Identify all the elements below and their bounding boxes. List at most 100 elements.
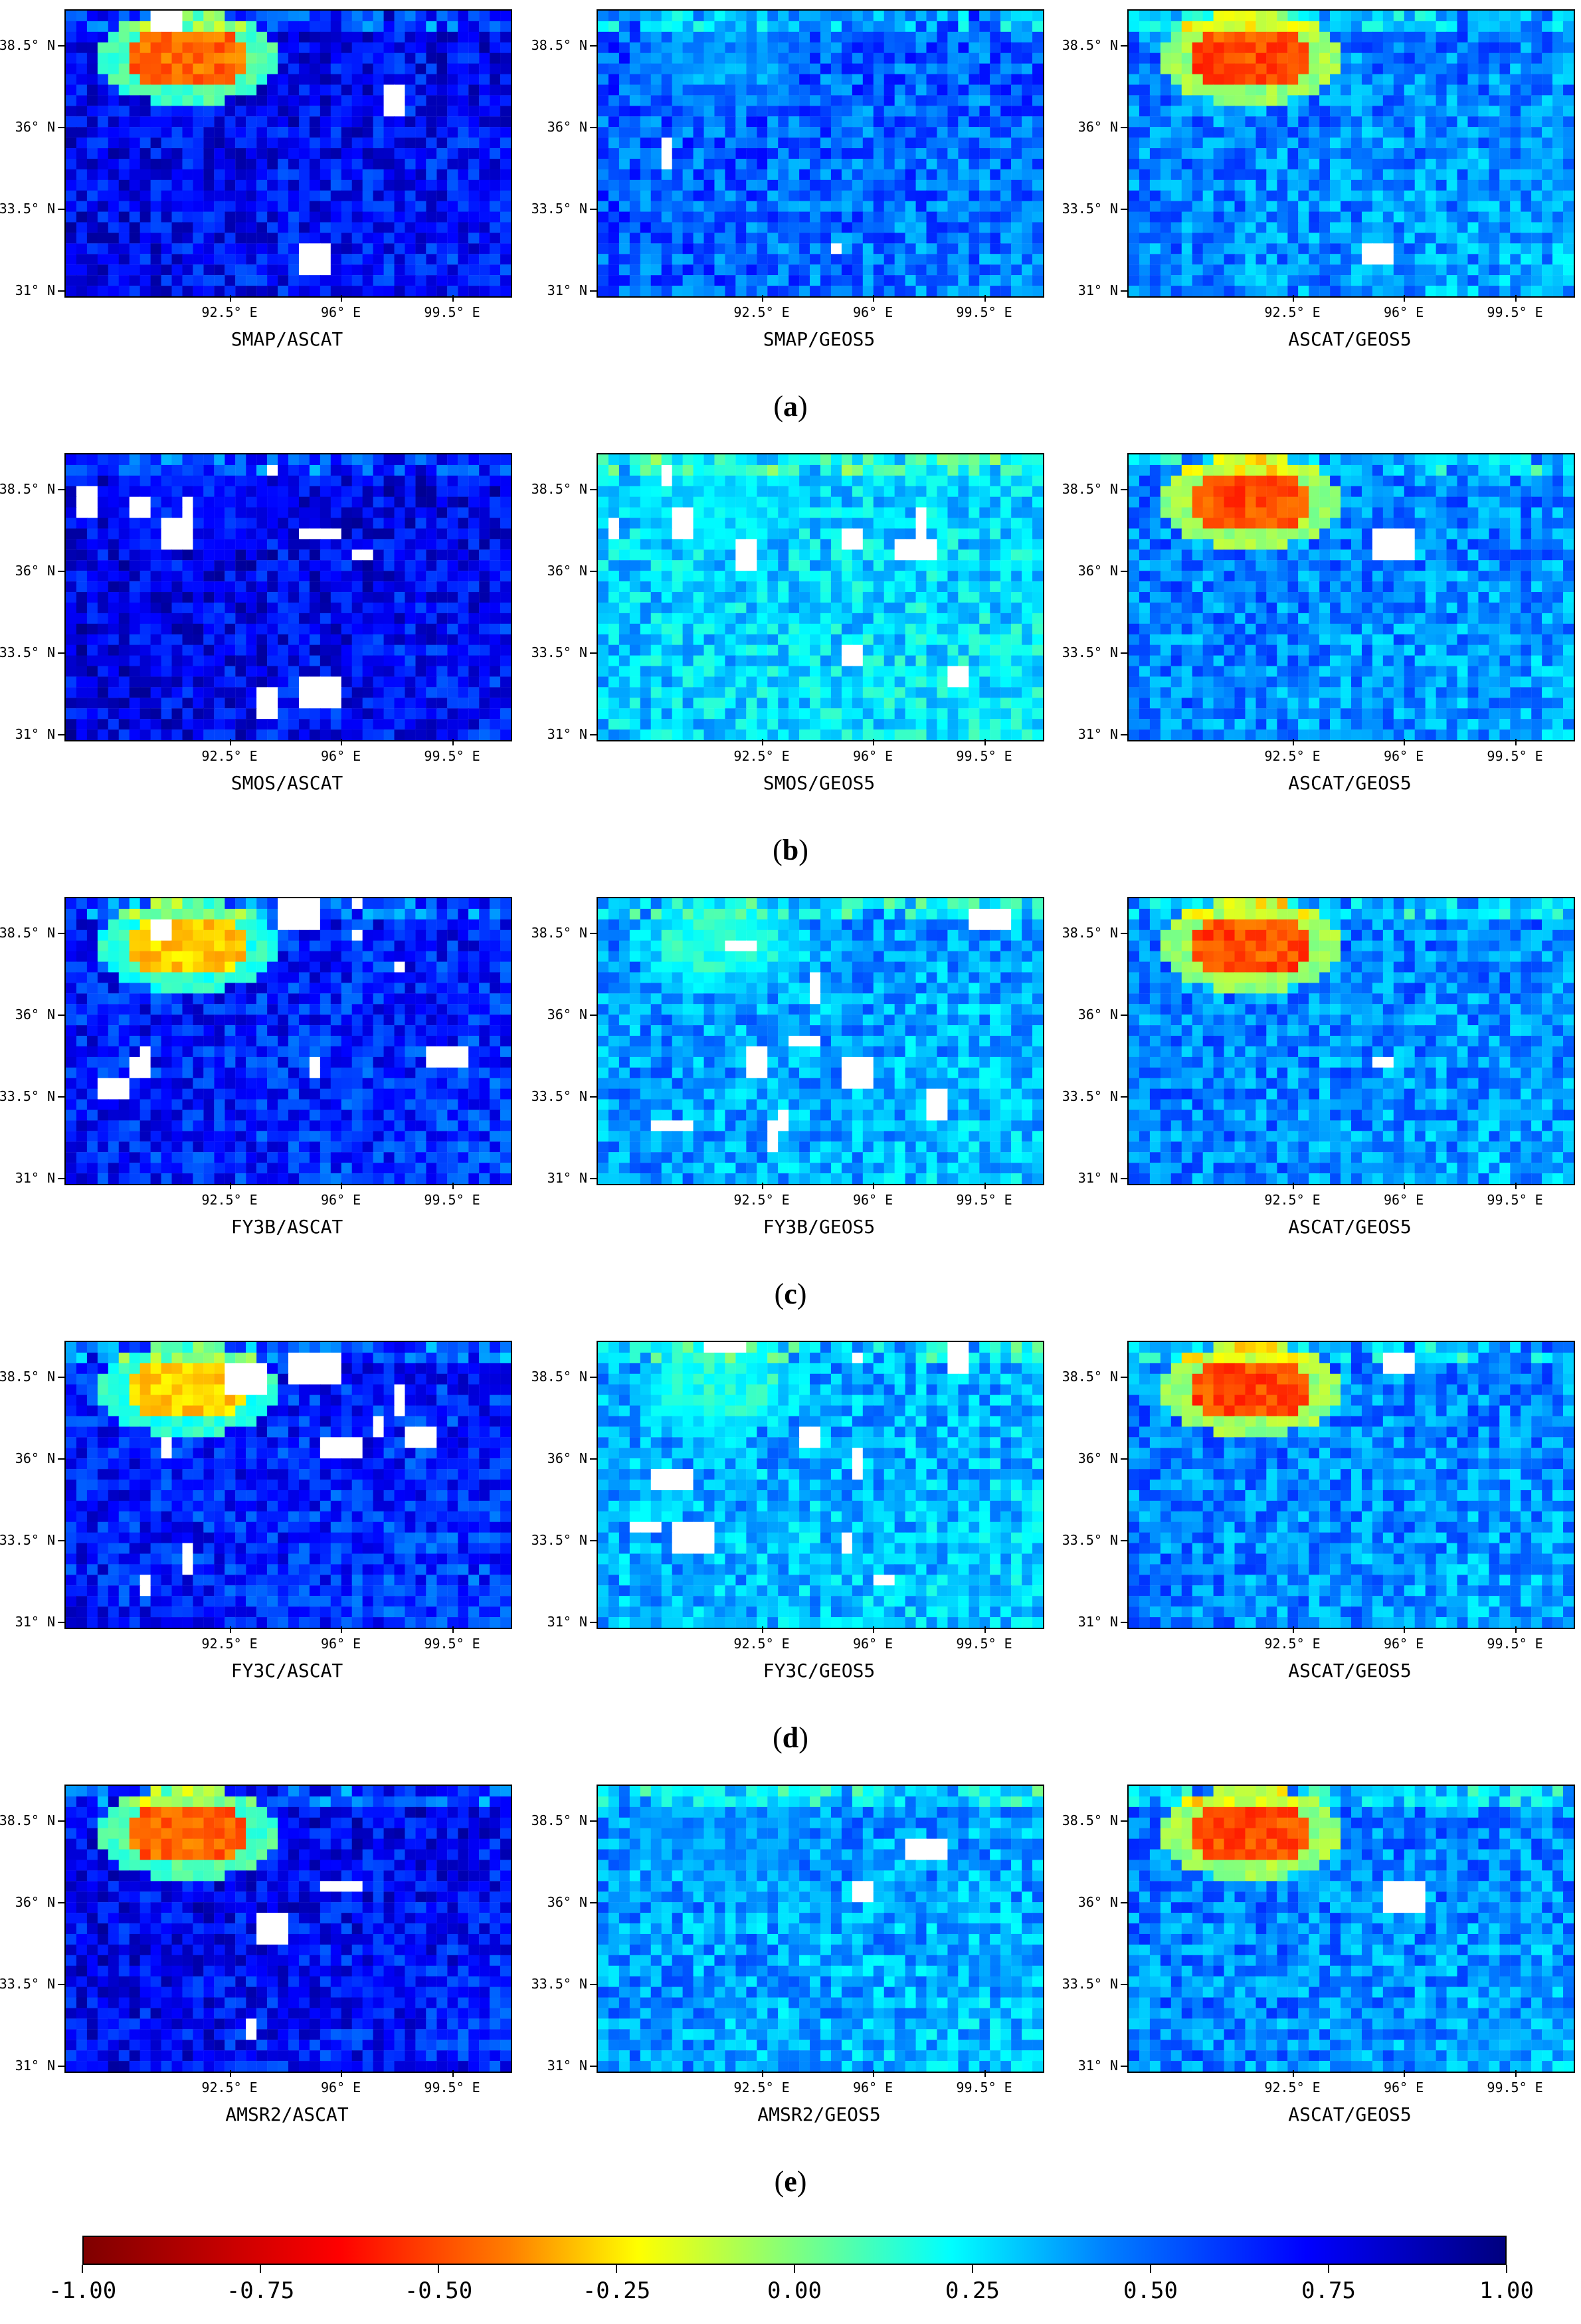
map-panel (597, 897, 1044, 1185)
y-tick-label: 31° N (15, 282, 55, 298)
colorbar-tick-label: -0.25 (582, 2277, 651, 2304)
y-tick (1121, 1096, 1127, 1098)
y-tick (1121, 1377, 1127, 1379)
map-panel (597, 453, 1044, 741)
colorbar (82, 2236, 1507, 2265)
y-tick (58, 570, 64, 572)
y-tick-label: 38.5° N (1062, 481, 1118, 498)
x-tick-label: 92.5° E (201, 1636, 258, 1652)
y-tick (1121, 570, 1127, 572)
x-tick-label: 92.5° E (733, 748, 790, 764)
x-tick (341, 295, 343, 302)
x-tick-label: 96° E (1383, 748, 1424, 764)
x-tick (229, 1183, 231, 1189)
y-tick-label: 33.5° N (1062, 1975, 1118, 1992)
y-tick (58, 1621, 64, 1623)
x-tick-label: 99.5° E (424, 304, 480, 320)
y-tick-label: 36° N (1077, 1006, 1118, 1022)
y-tick (590, 208, 597, 210)
map-panel (64, 1785, 512, 2073)
x-tick-label: 92.5° E (733, 1192, 790, 1208)
row-label: (a) (773, 390, 808, 423)
y-tick (590, 1621, 597, 1623)
y-tick (590, 1901, 597, 1903)
y-tick (58, 489, 64, 491)
y-tick-label: 38.5° N (531, 1812, 587, 1829)
map-panel (1127, 897, 1575, 1185)
x-tick (1292, 1626, 1294, 1633)
y-tick (590, 1983, 597, 1985)
x-tick-label: 96° E (320, 1636, 361, 1652)
x-tick (229, 739, 231, 745)
y-tick-label: 33.5° N (0, 1088, 55, 1104)
y-tick (590, 570, 597, 572)
y-tick (58, 2065, 64, 2067)
x-tick (873, 2070, 875, 2077)
x-tick-label: 99.5° E (1487, 2080, 1543, 2095)
y-tick-label: 36° N (547, 1450, 587, 1466)
x-tick (1404, 739, 1406, 745)
y-tick (590, 652, 597, 654)
x-tick (452, 1626, 454, 1633)
y-tick (590, 1177, 597, 1179)
y-tick (590, 733, 597, 735)
x-tick-label: 96° E (320, 304, 361, 320)
x-tick-label: 99.5° E (956, 2080, 1012, 2095)
x-tick-label: 96° E (320, 1192, 361, 1208)
y-tick (1121, 652, 1127, 654)
x-tick (984, 739, 986, 745)
colorbar-tick-label: -1.00 (48, 2277, 117, 2304)
y-tick (1121, 489, 1127, 491)
y-tick-label: 33.5° N (531, 200, 587, 217)
y-tick-label: 33.5° N (1062, 200, 1118, 217)
panel-title: ASCAT/GEOS5 (1288, 1216, 1412, 1238)
x-tick (229, 295, 231, 302)
y-tick (590, 290, 597, 292)
row-label: (d) (773, 1721, 808, 1754)
map-panel (64, 897, 512, 1185)
colorbar-tick (1328, 2265, 1329, 2273)
y-tick (1121, 126, 1127, 128)
x-tick-label: 92.5° E (1264, 2080, 1321, 2095)
map-panel (64, 1341, 512, 1629)
map-panel (64, 9, 512, 298)
panel-title: FY3B/GEOS5 (763, 1216, 876, 1238)
x-tick-label: 92.5° E (201, 304, 258, 320)
y-tick (1121, 1621, 1127, 1623)
y-tick-label: 31° N (15, 1613, 55, 1630)
y-tick-label: 38.5° N (0, 1812, 55, 1829)
x-tick-label: 99.5° E (1487, 748, 1543, 764)
colorbar-tick-label: 0.25 (945, 2277, 1000, 2304)
y-tick-label: 36° N (547, 1006, 587, 1022)
y-tick (58, 1539, 64, 1541)
y-tick (590, 1014, 597, 1016)
x-tick (873, 1626, 875, 1633)
x-tick-label: 96° E (852, 2080, 893, 2095)
panel-title: ASCAT/GEOS5 (1288, 2103, 1412, 2125)
x-tick-label: 96° E (320, 748, 361, 764)
x-tick-label: 99.5° E (1487, 304, 1543, 320)
y-tick (1121, 45, 1127, 47)
y-tick (1121, 2065, 1127, 2067)
panel-title: SMOS/GEOS5 (763, 772, 876, 794)
y-tick (590, 489, 597, 491)
panel-title: FY3C/ASCAT (231, 1660, 343, 1682)
y-tick (58, 1983, 64, 1985)
x-tick-label: 99.5° E (1487, 1636, 1543, 1652)
y-tick (58, 652, 64, 654)
heatmap-grid (597, 1785, 1044, 2073)
map-panel (597, 1341, 1044, 1629)
y-tick (1121, 1014, 1127, 1016)
map-panel (1127, 1785, 1575, 2073)
map-panel (1127, 1341, 1575, 1629)
y-tick-label: 31° N (1077, 282, 1118, 298)
x-tick-label: 96° E (1383, 1636, 1424, 1652)
y-tick-label: 36° N (15, 1893, 55, 1910)
y-tick-label: 38.5° N (531, 1369, 587, 1385)
y-tick (1121, 1983, 1127, 1985)
x-tick (984, 295, 986, 302)
x-tick (761, 739, 763, 745)
y-tick (1121, 1458, 1127, 1460)
x-tick (341, 1183, 343, 1189)
y-tick-label: 38.5° N (1062, 925, 1118, 941)
